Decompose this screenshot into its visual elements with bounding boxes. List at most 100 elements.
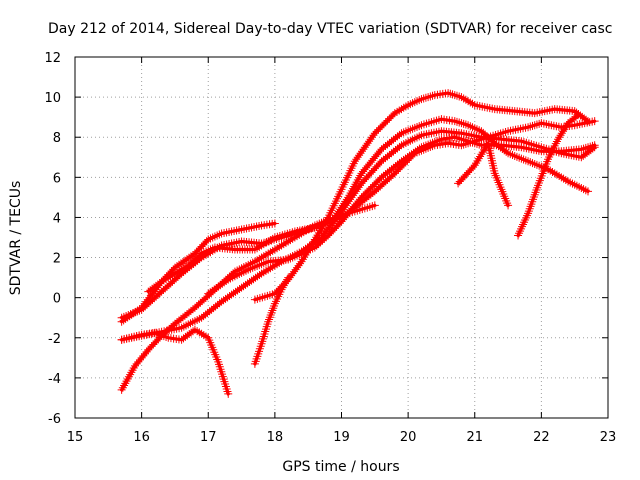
y-tick-label: -2 — [48, 332, 61, 347]
data-point — [288, 269, 297, 278]
x-axis-label: GPS time / hours — [282, 459, 399, 475]
data-point — [379, 155, 388, 164]
data-point — [485, 134, 494, 143]
data-point — [350, 157, 359, 166]
data-point — [277, 285, 286, 294]
data-point — [379, 179, 388, 188]
data-point — [143, 300, 152, 309]
data-point — [167, 323, 176, 332]
data-point — [362, 187, 371, 196]
data-point — [360, 175, 369, 184]
data-point — [270, 219, 279, 228]
data-point — [186, 306, 195, 315]
data-point — [193, 252, 202, 261]
data-point — [393, 132, 402, 141]
series-track-1 — [117, 219, 279, 326]
data-point — [213, 300, 222, 309]
data-point — [290, 267, 299, 276]
data-point — [278, 283, 287, 292]
data-point — [375, 147, 384, 156]
data-point — [465, 166, 474, 175]
data-point — [144, 299, 153, 308]
data-point — [163, 282, 172, 291]
data-point — [153, 290, 162, 299]
data-point — [139, 304, 148, 313]
data-point — [200, 295, 209, 304]
data-point — [188, 258, 197, 267]
data-point — [320, 234, 329, 243]
data-point — [152, 292, 161, 301]
x-tick-label: 15 — [67, 430, 84, 445]
data-point — [191, 254, 200, 263]
data-point — [172, 318, 181, 327]
data-point — [159, 286, 168, 295]
x-tick-label: 22 — [533, 430, 550, 445]
data-point — [584, 187, 593, 196]
data-point — [391, 162, 400, 171]
data-point — [381, 170, 390, 179]
data-point — [372, 185, 381, 194]
data-point — [374, 160, 383, 169]
data-point — [283, 275, 292, 284]
data-point — [209, 304, 218, 313]
data-point — [200, 239, 209, 248]
data-point — [369, 131, 378, 140]
data-point — [370, 129, 379, 138]
data-point — [192, 302, 201, 311]
data-point — [381, 118, 390, 127]
data-point — [188, 305, 197, 314]
data-point — [366, 184, 375, 193]
x-tick-label: 18 — [267, 430, 284, 445]
data-point — [372, 127, 381, 136]
data-point — [149, 340, 158, 349]
data-point — [378, 180, 387, 189]
data-point — [197, 242, 206, 251]
data-point — [460, 172, 469, 181]
data-point — [365, 170, 374, 179]
data-point — [365, 137, 374, 146]
data-point — [477, 127, 486, 136]
data-point — [355, 195, 364, 204]
data-point — [340, 199, 349, 208]
data-point — [387, 149, 396, 158]
y-tick-label: -4 — [48, 372, 61, 387]
data-point — [381, 154, 390, 163]
series-track-10 — [454, 139, 513, 210]
data-point — [178, 313, 187, 322]
series-track-7 — [204, 133, 599, 298]
data-point — [481, 130, 490, 139]
data-point — [389, 163, 398, 172]
y-tick-label: 6 — [53, 171, 61, 186]
data-point — [388, 170, 397, 179]
data-point — [336, 205, 345, 214]
data-point — [145, 344, 154, 353]
data-point — [561, 123, 570, 132]
data-point — [377, 145, 386, 154]
data-point — [393, 144, 402, 153]
x-tick-label: 21 — [466, 430, 483, 445]
data-point — [174, 316, 183, 325]
data-point — [169, 321, 178, 330]
data-point — [355, 151, 364, 160]
data-point — [372, 178, 381, 187]
y-tick-label: 12 — [44, 51, 61, 66]
data-point — [329, 226, 338, 235]
data-point — [375, 159, 384, 168]
data-point — [157, 331, 166, 340]
data-point — [383, 140, 392, 149]
data-point — [130, 361, 139, 370]
data-point — [222, 277, 231, 286]
series-track-9 — [250, 273, 293, 368]
series-track-4 — [117, 325, 233, 398]
data-point — [361, 189, 370, 198]
data-point — [199, 240, 208, 249]
data-point — [559, 127, 568, 136]
ticks: 15 16 17 18 19 20 21 22 23 -6 -4 -2 0 2 4 6 8 10 12 — [44, 51, 616, 445]
data-point — [194, 300, 203, 309]
data-point — [342, 195, 351, 204]
series-layer — [117, 89, 599, 398]
data-point — [337, 203, 346, 212]
data-point — [377, 157, 386, 166]
data-point — [207, 305, 216, 314]
